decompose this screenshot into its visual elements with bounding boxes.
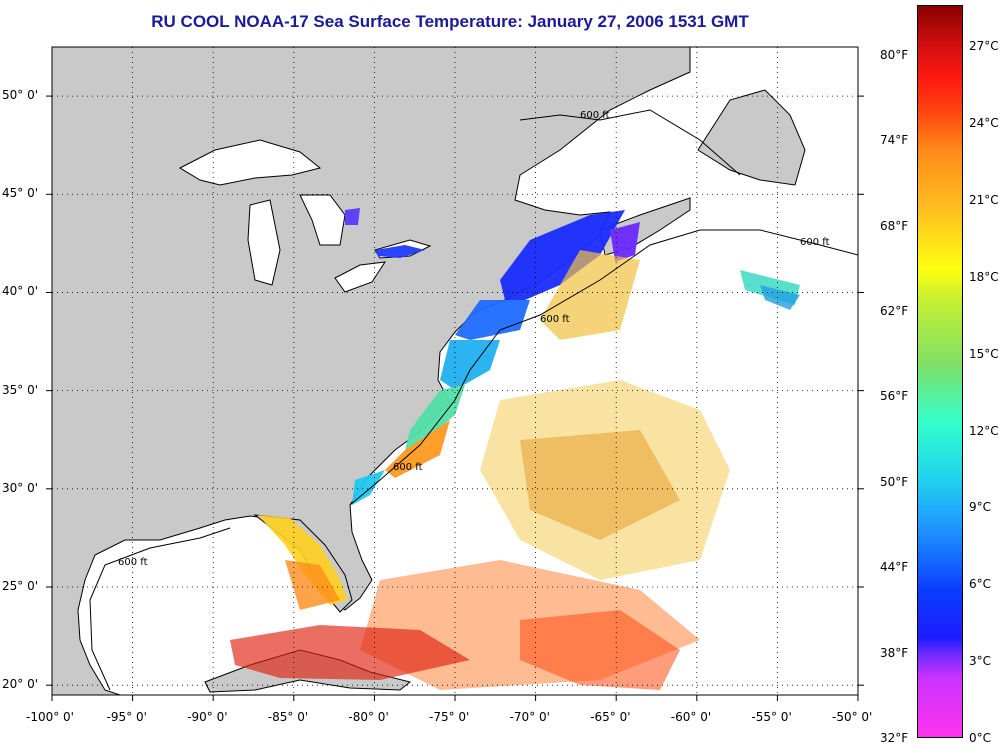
isobath-label: 600 ft xyxy=(580,110,610,121)
colorbar-c-label: 9°C xyxy=(969,500,992,515)
lon-tick-label: -80° 0' xyxy=(348,710,389,724)
lon-tick-label: -65° 0' xyxy=(590,710,631,724)
lon-tick-label: -50° 0' xyxy=(832,710,873,724)
colorbar-f-label: 56°F xyxy=(880,389,909,404)
lat-tick-label: 45° 0' xyxy=(2,186,39,201)
colorbar-f-label: 62°F xyxy=(880,304,909,319)
colorbar-c-label: 6°C xyxy=(969,577,992,592)
colorbar-c-label: 27°C xyxy=(969,39,999,54)
colorbar-c-label: 12°C xyxy=(969,423,999,438)
colorbar-c-label: 0°C xyxy=(969,731,992,745)
colorbar xyxy=(917,5,963,738)
map-title: RU COOL NOAA-17 Sea Surface Temperature:… xyxy=(151,12,749,31)
lon-tick-label: -70° 0' xyxy=(509,710,550,724)
colorbar-f-label: 38°F xyxy=(880,645,909,660)
graticule xyxy=(52,47,858,695)
colorbar-c-label: 24°C xyxy=(969,116,999,131)
lat-tick-label: 20° 0' xyxy=(2,677,39,692)
sst-open-ocean xyxy=(230,250,800,690)
colorbar-c-label: 21°C xyxy=(969,193,999,208)
colorbar-f-label: 74°F xyxy=(880,133,909,148)
colorbar-f-label: 32°F xyxy=(880,731,909,745)
isobath-label: 600 ft xyxy=(393,462,423,473)
colorbar-c-label: 3°C xyxy=(969,654,992,669)
land-mass xyxy=(52,47,691,695)
great-lakes xyxy=(178,139,432,293)
lat-tick-label: 50° 0' xyxy=(2,88,39,103)
colorbar-f-label: 80°F xyxy=(880,47,909,62)
colorbar-f-label: 50°F xyxy=(880,474,909,489)
lat-tick-label: 40° 0' xyxy=(2,284,39,299)
isobath-label: 600 ft xyxy=(540,314,570,325)
lon-tick-label: -85° 0' xyxy=(267,710,309,724)
lon-tick-label: -100° 0' xyxy=(26,710,74,724)
lon-tick-label: -60° 0' xyxy=(670,710,712,724)
colorbar-f-label: 68°F xyxy=(880,218,909,233)
colorbar-c-label: 18°C xyxy=(969,269,999,284)
lon-tick-label: -90° 0' xyxy=(187,710,228,724)
lon-tick-label: -75° 0' xyxy=(429,710,470,724)
lon-tick-label: -95° 0' xyxy=(106,710,147,724)
lat-tick-label: 30° 0' xyxy=(2,480,39,495)
axis-ticks xyxy=(46,95,864,701)
isobath-600ft xyxy=(89,109,858,691)
lat-tick-label: 35° 0' xyxy=(2,382,39,397)
lon-tick-label: -55° 0' xyxy=(751,710,792,724)
isobath-label: 600 ft xyxy=(800,237,830,248)
colorbar-c-label: 15°C xyxy=(969,346,999,361)
lat-tick-label: 25° 0' xyxy=(2,579,39,593)
colorbar-f-label: 44°F xyxy=(880,560,909,575)
